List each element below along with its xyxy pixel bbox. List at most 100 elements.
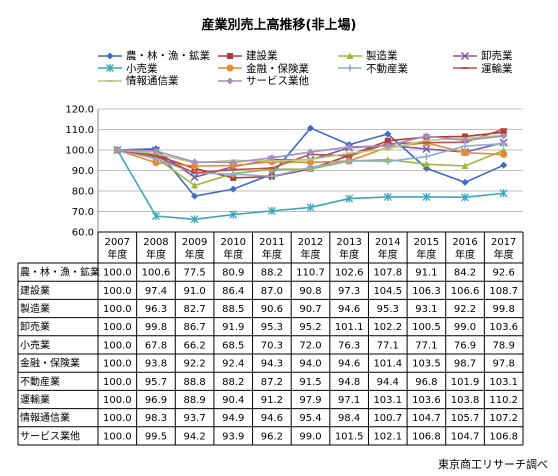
table-cell: 77.5 [183, 268, 205, 279]
table-cell: 110.2 [489, 395, 518, 406]
table-cell: 93.7 [183, 413, 205, 424]
table-cell: 88.2 [261, 268, 283, 279]
table-row-label: 建設業 [20, 284, 50, 297]
table-row-label: 金融・保険業 [20, 357, 80, 370]
x-tick-label: 2010 [221, 237, 246, 248]
table-cell: 98.4 [338, 413, 360, 424]
table-cell: 99.0 [454, 322, 476, 333]
data-point [422, 160, 430, 168]
table-cell: 103.6 [489, 322, 518, 333]
table-cell: 106.8 [412, 431, 441, 442]
y-tick-label: 80.0 [72, 187, 94, 198]
table-cell: 77.1 [415, 340, 437, 351]
table-cell: 92.4 [222, 359, 244, 370]
data-point [461, 149, 469, 157]
legend-label: 卸売業 [481, 50, 513, 62]
table-cell: 94.3 [261, 359, 283, 370]
x-tick-label: 2011 [259, 237, 284, 248]
table-cell: 100.0 [103, 395, 132, 406]
legend-label: 不動産業 [366, 62, 408, 75]
table-row-label: 卸売業 [20, 320, 50, 333]
table-cell: 90.7 [299, 304, 321, 315]
data-point [461, 162, 469, 169]
legend-item: 製造業 [338, 48, 398, 63]
data-point [307, 163, 314, 171]
table-cell: 99.8 [493, 304, 515, 315]
table-row-label: 不動産業 [20, 375, 60, 388]
x-tick-label: 2017 [491, 237, 516, 248]
legend-item: 金融・保険業 [218, 61, 309, 76]
table-cell: 100.7 [373, 413, 402, 424]
legend-marker [346, 52, 354, 59]
data-point [345, 157, 353, 165]
table-cell: 98.3 [145, 413, 167, 424]
data-point [422, 192, 431, 201]
table-cell: 86.7 [183, 322, 205, 333]
data-point [230, 174, 237, 181]
table-cell: 107.8 [373, 268, 402, 279]
table-cell: 100.0 [103, 431, 132, 442]
table-row-label: 運輸業 [20, 393, 50, 406]
table-cell: 76.9 [454, 340, 476, 351]
legend-swatch [98, 79, 122, 82]
x-tick-sublabel: 年度 [494, 248, 514, 261]
table-cell: 91.5 [299, 377, 321, 388]
table-cell: 93.9 [222, 431, 244, 442]
table-cell: 100.0 [103, 304, 132, 315]
table-cell: 95.3 [261, 322, 283, 333]
table-cell: 99.0 [299, 431, 321, 442]
table-cell: 106.6 [451, 286, 480, 297]
table-cell: 97.4 [145, 286, 167, 297]
data-point [383, 192, 392, 201]
x-tick-label: 2014 [375, 237, 400, 248]
legend-swatch [453, 67, 477, 69]
data-point [191, 162, 199, 170]
table-cell: 66.2 [183, 340, 205, 351]
table-cell: 102.2 [373, 322, 402, 333]
table-row-label: 情報通信業 [20, 411, 70, 424]
table-row-label: 小売業 [20, 338, 50, 351]
table-cell: 103.1 [373, 395, 402, 406]
table-cell: 103.6 [412, 395, 441, 406]
data-point [191, 158, 199, 166]
table-cell: 68.5 [222, 340, 244, 351]
table-cell: 87.2 [261, 377, 283, 388]
table-cell: 92.2 [454, 304, 476, 315]
table-cell: 95.4 [299, 413, 321, 424]
table-cell: 100.0 [103, 286, 132, 297]
table-cell: 100.0 [103, 413, 132, 424]
x-tick-label: 2012 [298, 237, 323, 248]
table-cell: 100.0 [103, 359, 132, 370]
table-cell: 94.6 [338, 304, 360, 315]
table-cell: 96.8 [415, 377, 437, 388]
legend-label: 小売業 [126, 62, 158, 75]
table-cell: 94.6 [261, 413, 283, 424]
x-tick-label: 2015 [414, 237, 439, 248]
table-cell: 90.4 [222, 395, 244, 406]
table-cell: 100.0 [103, 377, 132, 388]
table-cell: 90.6 [261, 304, 283, 315]
table-cell: 106.3 [412, 286, 441, 297]
table-cell: 96.3 [145, 304, 167, 315]
table-cell: 97.8 [493, 359, 515, 370]
table-cell: 100.5 [412, 322, 441, 333]
x-tick-sublabel: 年度 [339, 248, 359, 261]
data-point [500, 132, 508, 140]
table-row-label: 農・林・漁・鉱業 [20, 266, 100, 279]
data-point [152, 159, 160, 167]
data-point [499, 189, 508, 198]
legend-label: 建設業 [246, 50, 278, 62]
data-point [500, 161, 508, 169]
table-cell: 99.8 [145, 322, 167, 333]
table-cell: 92.6 [493, 268, 515, 279]
table-cell: 97.9 [299, 395, 321, 406]
data-point [422, 132, 430, 140]
x-tick-sublabel: 年度 [146, 248, 166, 261]
table-cell: 88.9 [183, 395, 205, 406]
legend-marker [346, 64, 354, 72]
legend-label: 運輸業 [481, 62, 513, 75]
source-note: 東京商工リサーチ調べ [438, 458, 548, 471]
data-point [190, 215, 199, 224]
table-cell: 102.6 [335, 268, 364, 279]
